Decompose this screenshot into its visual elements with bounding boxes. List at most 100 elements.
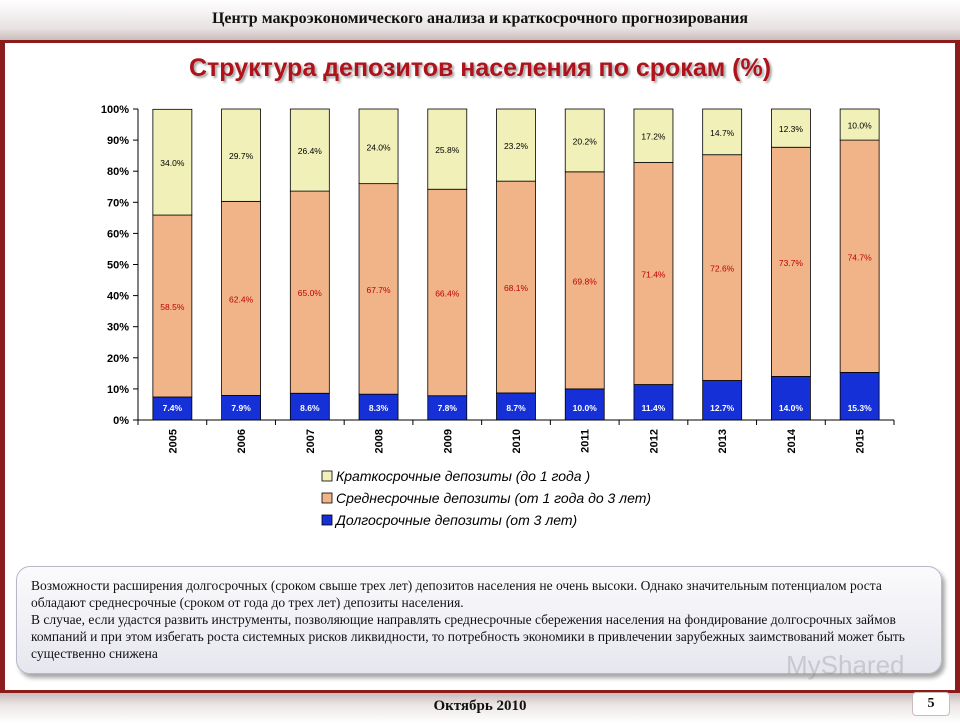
note-paragraph-1: Возможности расширения долгосрочных (сро…: [31, 578, 882, 610]
bar-segment: [702, 108, 743, 156]
data-label: 25.8%: [435, 145, 460, 155]
bar-segment: [152, 214, 193, 398]
x-tick-label: 2011: [580, 429, 592, 453]
bar-segment: [564, 108, 605, 173]
y-tick-label: 100%: [101, 104, 129, 116]
legend-swatch: [321, 492, 333, 504]
header-title: Центр макроэкономического анализа и крат…: [211, 10, 749, 27]
bar-segment: [289, 392, 330, 421]
bar-segment: [152, 108, 193, 216]
note-paragraph-2: В случае, если удастся развить инструмен…: [31, 612, 905, 661]
bar-segment: [771, 146, 811, 377]
y-tick-label: 40%: [107, 291, 129, 303]
data-label: 66.4%: [435, 288, 460, 298]
data-label: 14.0%: [779, 403, 804, 413]
bar-segment: [289, 190, 330, 394]
data-label: 34.0%: [160, 158, 185, 168]
note-box: Возможности расширения долгосрочных (сро…: [16, 566, 942, 674]
data-label: 23.2%: [504, 141, 529, 151]
bar-segment: [771, 376, 811, 421]
data-label: 26.4%: [298, 146, 323, 156]
data-label: 73.7%: [779, 258, 804, 268]
bar-segment: [427, 188, 468, 397]
data-label: 71.4%: [641, 270, 666, 280]
x-tick-label: 2008: [374, 429, 386, 453]
data-label: 24.0%: [366, 142, 391, 152]
data-label: 68.1%: [504, 283, 529, 293]
header-bar: [0, 0, 960, 43]
bar-segment: [564, 388, 605, 421]
slide-title: Структура депозитов населения по срокам …: [188, 54, 772, 82]
bar-segment: [839, 139, 880, 373]
bar-segment: [633, 108, 674, 163]
bar-segment: [839, 108, 880, 141]
data-label: 8.6%: [300, 403, 320, 413]
watermark: MyShared: [786, 650, 905, 680]
right-frame-border: [955, 0, 960, 720]
data-label: 8.7%: [506, 403, 526, 413]
legend-swatch: [321, 470, 333, 482]
bar-segment: [564, 171, 605, 390]
data-label: 15.3%: [848, 403, 873, 413]
data-label: 17.2%: [641, 132, 666, 142]
bar-segment: [839, 372, 880, 421]
data-label: 72.6%: [710, 264, 735, 274]
legend-entry: Долгосрочные депозиты (от 3 лет): [334, 512, 577, 528]
data-label: 20.2%: [573, 136, 598, 146]
bar-segment: [358, 183, 399, 395]
data-label: 65.0%: [298, 288, 323, 298]
bar-segment: [289, 108, 330, 192]
x-tick-label: 2013: [717, 429, 729, 453]
data-label: 10.0%: [573, 403, 598, 413]
bar-segment: [633, 384, 674, 421]
y-tick-label: 20%: [107, 353, 129, 365]
data-label: 10.0%: [848, 121, 873, 131]
x-tick-label: 2010: [511, 429, 523, 453]
left-frame-border: [0, 0, 5, 720]
y-tick-label: 30%: [107, 322, 129, 334]
bar-segment: [358, 108, 399, 185]
data-label: 7.4%: [163, 403, 183, 413]
y-tick-label: 60%: [107, 228, 129, 240]
bar-segment: [221, 200, 261, 396]
footer-bar: [0, 690, 960, 723]
x-tick-label: 2014: [786, 428, 798, 453]
y-tick-label: 0%: [113, 415, 129, 427]
data-label: 12.7%: [710, 403, 735, 413]
legend-entry: Краткосрочные депозиты (до 1 года ): [336, 468, 590, 484]
legend-entry: Среднесрочные депозиты (от 1 года до 3 л…: [336, 490, 651, 506]
x-tick-label: 2005: [167, 429, 179, 453]
data-label: 7.9%: [231, 403, 251, 413]
data-label: 67.7%: [366, 285, 391, 295]
data-label: 58.5%: [160, 302, 185, 312]
data-label: 62.4%: [229, 294, 254, 304]
x-tick-label: 2006: [236, 429, 248, 453]
bar-segment: [771, 108, 811, 148]
legend-swatch: [321, 514, 333, 526]
x-tick-label: 2012: [648, 429, 660, 453]
bar-segment: [358, 393, 399, 421]
bar-segment: [496, 108, 536, 182]
y-tick-label: 80%: [107, 166, 129, 178]
bar-segment: [496, 180, 536, 394]
data-label: 11.4%: [642, 403, 666, 413]
x-tick-label: 2009: [442, 429, 454, 453]
data-label: 7.8%: [438, 403, 458, 413]
data-label: 8.3%: [369, 403, 389, 413]
stacked-bar-chart: 0% 10% 20% 30% 40% 50% 60% 70% 80% 90% 100% 2005 200…: [101, 104, 895, 528]
x-tick-label: 2007: [305, 429, 317, 453]
bar-segment: [221, 395, 261, 421]
x-tick-label: 2015: [855, 429, 867, 453]
y-tick-label: 10%: [107, 384, 129, 396]
data-label: 12.3%: [779, 124, 804, 134]
data-label: 29.7%: [229, 151, 254, 161]
bar-segment: [496, 392, 536, 421]
y-tick-label: 50%: [107, 260, 129, 272]
bar-segment: [221, 108, 261, 202]
y-tick-label: 90%: [107, 135, 129, 147]
bar-segment: [427, 108, 468, 190]
y-tick-label: 70%: [107, 197, 129, 209]
bar-segment: [702, 154, 743, 381]
data-label: 69.8%: [573, 276, 598, 286]
data-label: 74.7%: [848, 252, 873, 262]
